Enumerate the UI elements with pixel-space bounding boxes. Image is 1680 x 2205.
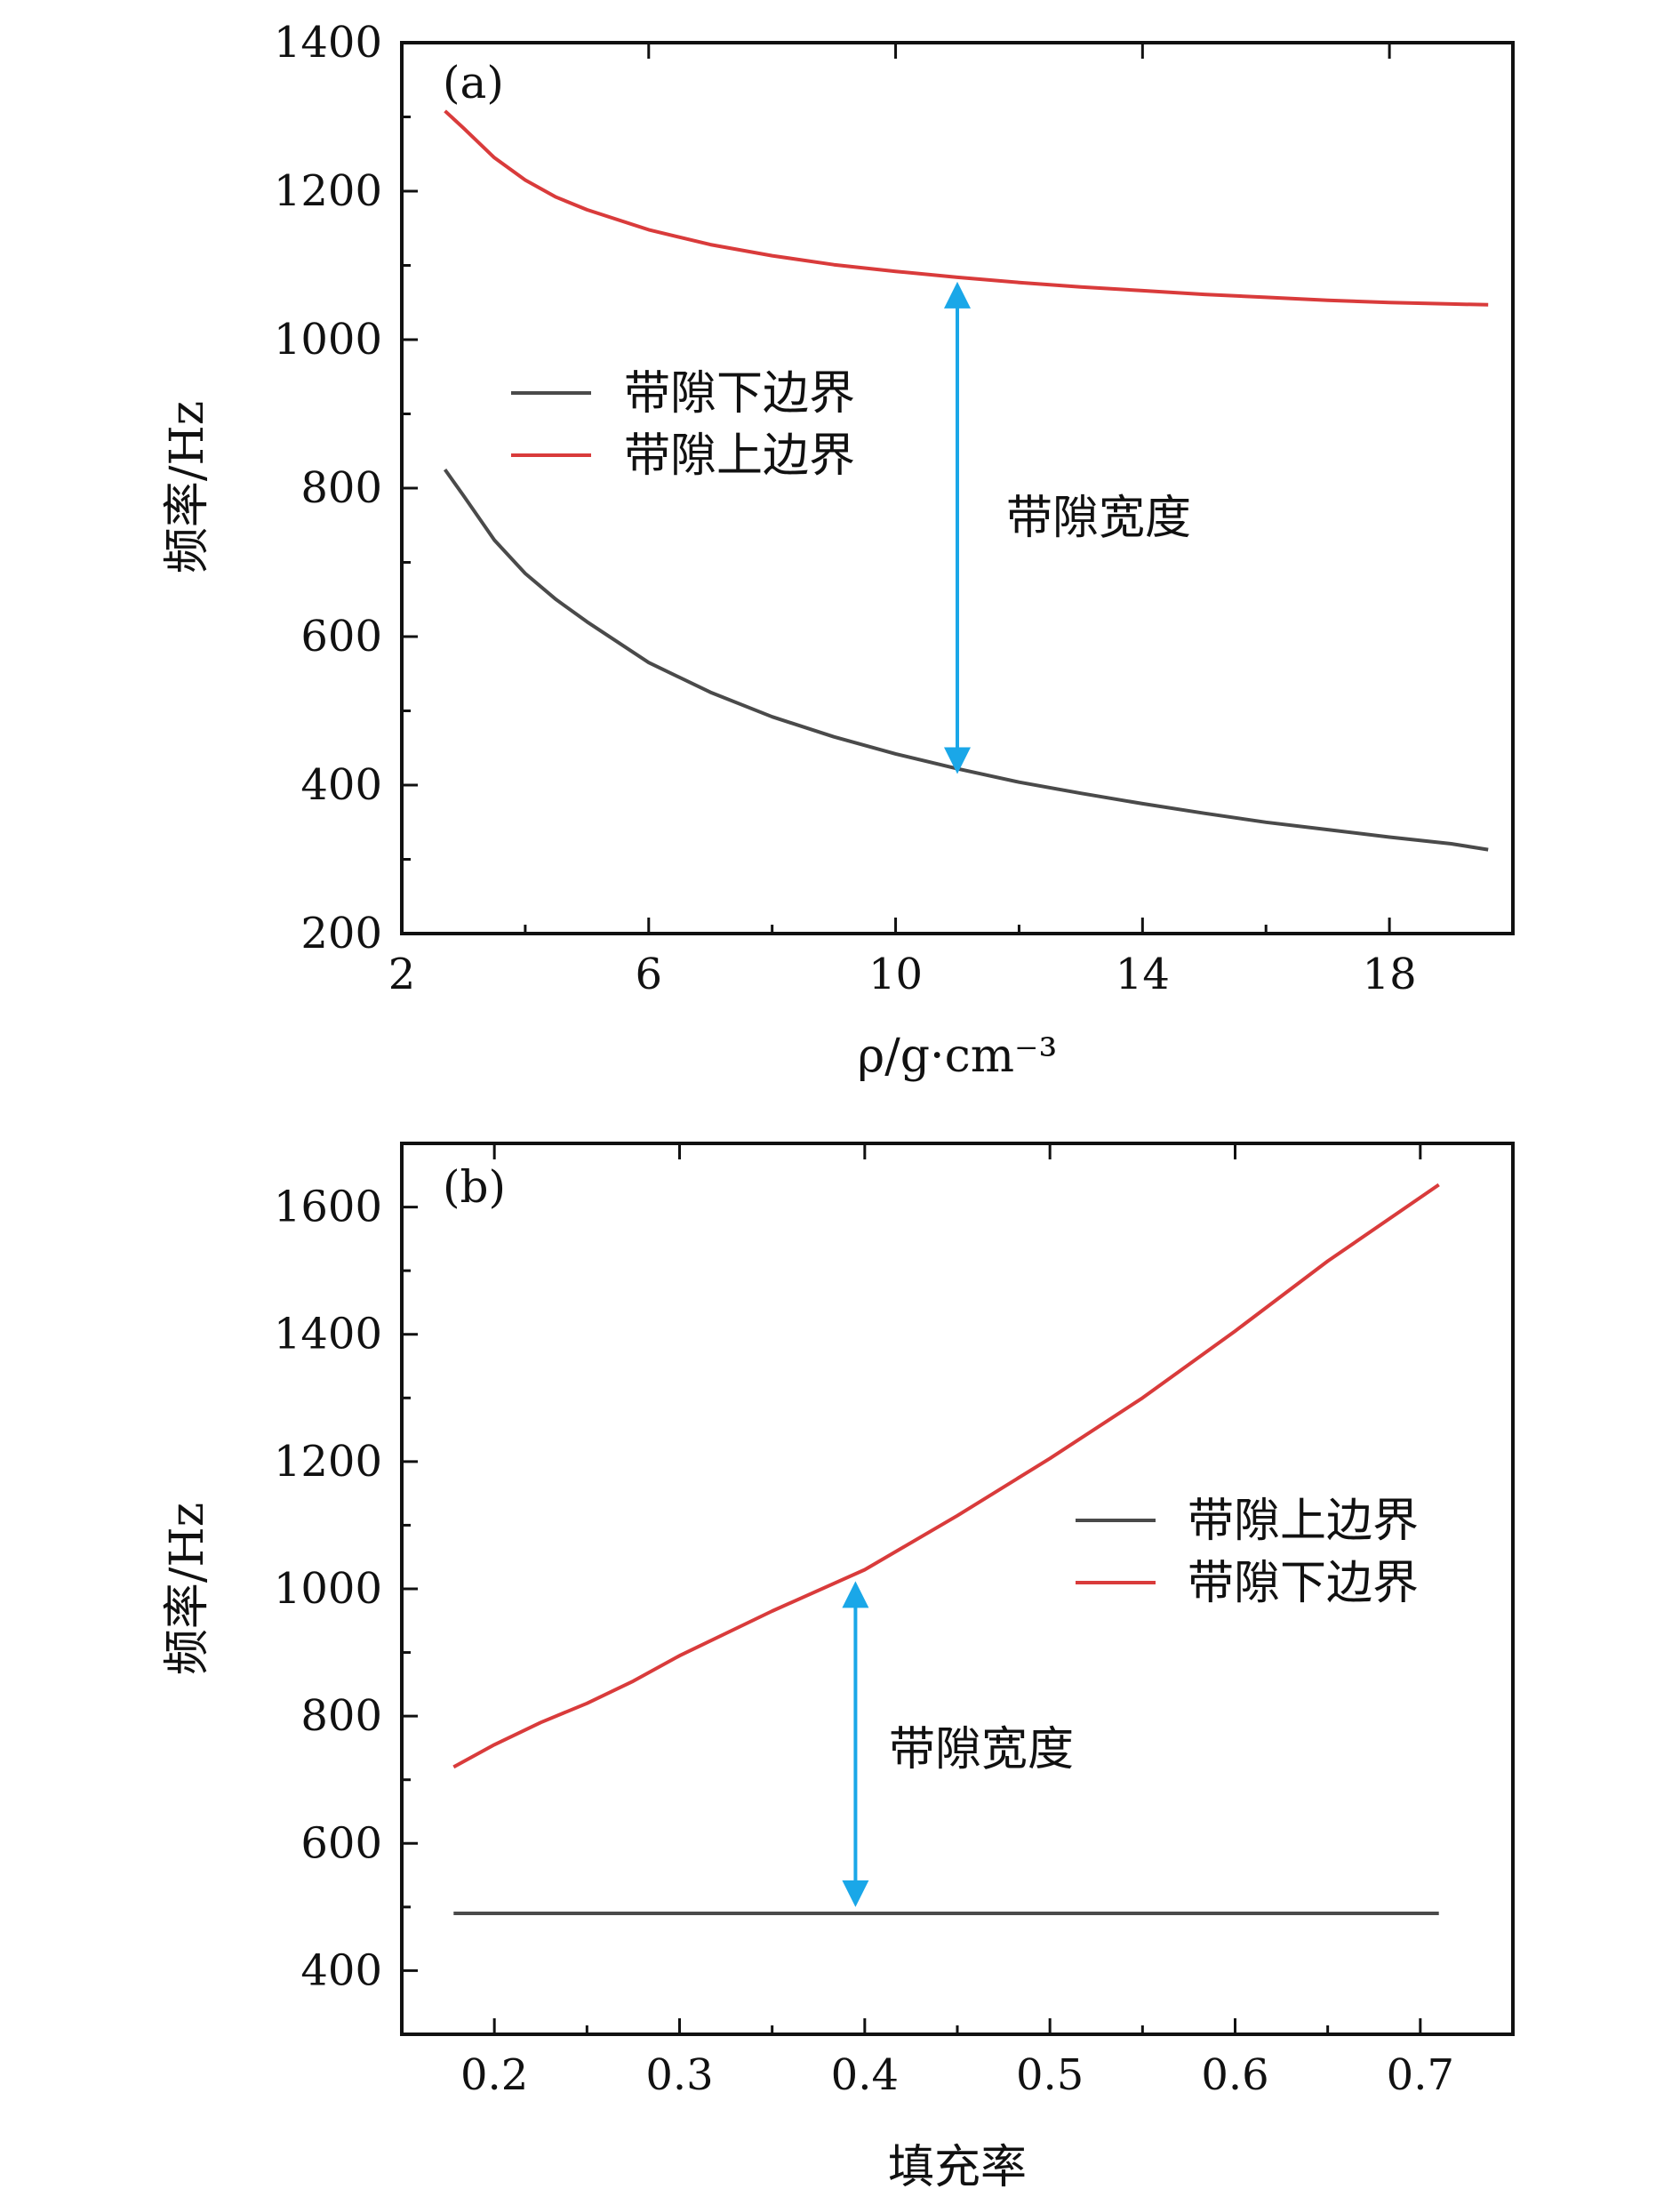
panel-b: 0.2 0.3 0.4 0.5 0.6 0.7 400 600 800 1000 1200 1400… [161, 1142, 1515, 2194]
x-tick-label: 0.3 [645, 2050, 713, 2100]
series-lines [452, 1183, 1440, 1915]
bandwidth-arrow-head-top [842, 1581, 869, 1608]
y-tick-label: 1400 [274, 18, 382, 68]
y-tick-label: 1400 [274, 1310, 382, 1359]
y-ticks: 400 600 800 1000 1200 1400 1600 [274, 1183, 418, 1995]
y-tick-label: 600 [300, 1818, 382, 1868]
y-tick-label: 800 [300, 1691, 382, 1741]
y-tick-label: 1200 [274, 1437, 382, 1487]
y-ticks: 200 400 600 800 1000 1200 1400 [274, 18, 418, 958]
legend-label-lower: 带隙下边界 [1188, 1557, 1419, 1610]
legend-label-upper: 带隙上边界 [624, 429, 855, 483]
series-line-1 [444, 109, 1489, 307]
series-line-1 [452, 1183, 1440, 1769]
x-tick-label: 0.5 [1016, 2050, 1084, 2100]
y-axis-title: 频率/Hz [161, 401, 214, 573]
y-tick-label: 1000 [274, 315, 382, 365]
x-tick-label: 0.2 [460, 2050, 528, 2100]
y-tick-label: 600 [300, 612, 382, 662]
y-tick-label: 1600 [274, 1183, 382, 1232]
panel-label: (b) [443, 1161, 506, 1213]
x-tick-label: 18 [1363, 950, 1417, 999]
x-tick-label: 14 [1116, 950, 1170, 999]
y-tick-label: 800 [300, 463, 382, 513]
x-tick-label: 10 [868, 950, 923, 999]
y-tick-label: 1200 [274, 166, 382, 216]
bandwidth-arrow-head-top [944, 281, 971, 309]
legend: 带隙上边界 带隙下边界 [1076, 1495, 1419, 1610]
x-tick-label: 0.6 [1201, 2050, 1268, 2100]
y-tick-label: 200 [300, 909, 382, 958]
bandwidth-annotation [944, 281, 971, 774]
bandwidth-label: 带隙宽度 [889, 1723, 1074, 1776]
x-tick-label: 0.7 [1387, 2050, 1454, 2100]
legend-label-upper: 带隙上边界 [1188, 1495, 1419, 1548]
y-axis-title: 频率/Hz [161, 1503, 214, 1675]
x-ticks: 0.2 0.3 0.4 0.5 0.6 0.7 [460, 1143, 1454, 2100]
bandwidth-arrow-head-bottom [944, 747, 971, 774]
x-tick-label: 0.4 [831, 2050, 899, 2100]
panel-label: (a) [443, 57, 504, 108]
bandwidth-annotation [842, 1581, 869, 1907]
x-tick-label: 2 [388, 950, 416, 999]
x-ticks: 2 6 10 14 18 [388, 43, 1417, 999]
y-tick-label: 400 [300, 760, 382, 810]
bandwidth-label: 带隙宽度 [1006, 492, 1191, 545]
bandwidth-arrow-head-bottom [842, 1880, 869, 1907]
panel-a: 2 6 10 14 18 200 400 600 800 1000 1200 1400 (a) 带隙… [161, 18, 1515, 1083]
y-tick-label: 400 [300, 1945, 382, 1995]
x-axis-title: ρ/g·cm⁻³ [858, 1030, 1058, 1083]
y-tick-label: 1000 [274, 1564, 382, 1614]
legend: 带隙下边界 带隙上边界 [511, 367, 855, 483]
x-axis-title: 填充率 [888, 2141, 1027, 2194]
x-tick-label: 6 [636, 950, 663, 999]
series-lines [443, 109, 1489, 852]
legend-label-lower: 带隙下边界 [624, 367, 855, 421]
series-line-0 [443, 468, 1489, 852]
